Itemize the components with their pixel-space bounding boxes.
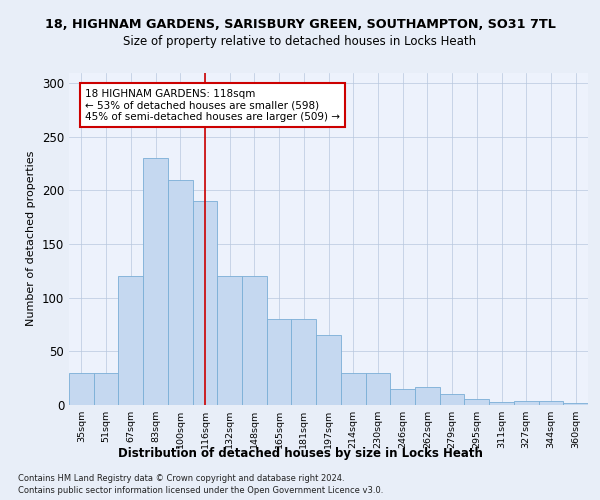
Text: 18 HIGHNAM GARDENS: 118sqm
← 53% of detached houses are smaller (598)
45% of sem: 18 HIGHNAM GARDENS: 118sqm ← 53% of deta… xyxy=(85,88,340,122)
Bar xyxy=(440,394,464,405)
Text: Size of property relative to detached houses in Locks Heath: Size of property relative to detached ho… xyxy=(124,35,476,48)
Text: Distribution of detached houses by size in Locks Heath: Distribution of detached houses by size … xyxy=(118,448,482,460)
Bar xyxy=(539,400,563,405)
Bar xyxy=(464,398,489,405)
Text: Contains HM Land Registry data © Crown copyright and database right 2024.: Contains HM Land Registry data © Crown c… xyxy=(18,474,344,483)
Bar xyxy=(292,319,316,405)
Bar xyxy=(242,276,267,405)
Bar xyxy=(217,276,242,405)
Bar xyxy=(489,402,514,405)
Text: 18, HIGHNAM GARDENS, SARISBURY GREEN, SOUTHAMPTON, SO31 7TL: 18, HIGHNAM GARDENS, SARISBURY GREEN, SO… xyxy=(44,18,556,30)
Bar xyxy=(267,319,292,405)
Bar xyxy=(316,336,341,405)
Bar xyxy=(365,373,390,405)
Bar xyxy=(341,373,365,405)
Text: Contains public sector information licensed under the Open Government Licence v3: Contains public sector information licen… xyxy=(18,486,383,495)
Bar xyxy=(118,276,143,405)
Bar xyxy=(168,180,193,405)
Bar xyxy=(390,389,415,405)
Bar xyxy=(193,201,217,405)
Bar xyxy=(94,373,118,405)
Y-axis label: Number of detached properties: Number of detached properties xyxy=(26,151,37,326)
Bar xyxy=(514,400,539,405)
Bar xyxy=(143,158,168,405)
Bar xyxy=(69,373,94,405)
Bar xyxy=(563,403,588,405)
Bar xyxy=(415,387,440,405)
